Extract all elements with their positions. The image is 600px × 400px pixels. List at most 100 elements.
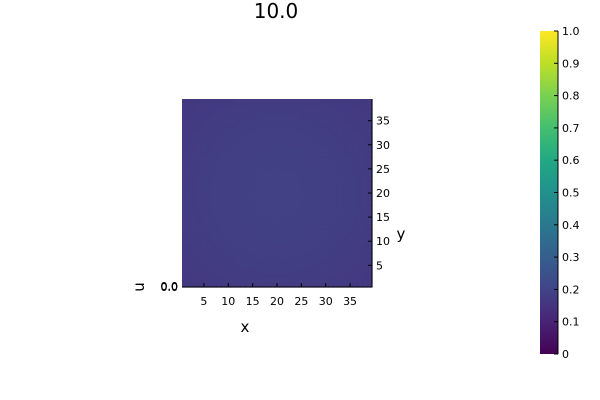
heatmap-cell — [289, 262, 295, 269]
heatmap-cell — [245, 185, 251, 192]
heatmap-cell — [259, 195, 266, 201]
heatmap-cell — [284, 258, 290, 264]
heatmap-cell — [279, 190, 285, 197]
heatmap-cell — [357, 171, 363, 177]
heatmap-cell — [342, 253, 349, 259]
heatmap-cell — [196, 277, 203, 283]
heatmap-cell — [298, 103, 305, 110]
heatmap-cell — [284, 108, 290, 115]
heatmap-cell — [289, 233, 295, 240]
heatmap-cell — [264, 233, 271, 240]
heatmap-cell — [191, 248, 198, 254]
heatmap-cell — [235, 137, 242, 143]
heatmap-cell — [337, 272, 344, 278]
heatmap-cell — [245, 161, 251, 168]
heatmap-cell — [298, 219, 305, 225]
heatmap-cell — [201, 214, 207, 221]
heatmap-cell — [211, 277, 217, 283]
heatmap-cell — [279, 176, 285, 182]
heatmap-cell — [367, 108, 373, 115]
heatmap-cell — [230, 258, 237, 264]
heatmap-cell — [294, 219, 300, 225]
heatmap-cell — [333, 205, 339, 211]
heatmap-cell — [191, 205, 198, 211]
heatmap-cell — [220, 262, 227, 269]
heatmap-cell — [308, 229, 315, 235]
x-tick-label: 5 — [200, 295, 207, 308]
heatmap-cell — [303, 253, 310, 259]
heatmap-cell — [308, 137, 315, 143]
heatmap-cell — [367, 161, 373, 168]
heatmap-cell — [220, 229, 227, 235]
heatmap-cell — [313, 147, 320, 153]
heatmap-cell — [216, 161, 222, 168]
heatmap-cell — [245, 171, 251, 177]
heatmap-cell — [342, 205, 349, 211]
heatmap-cell — [264, 147, 271, 153]
heatmap-cell — [328, 152, 334, 158]
heatmap-cell — [279, 113, 285, 119]
heatmap-cell — [259, 277, 266, 283]
heatmap-cell — [201, 137, 207, 143]
heatmap-cell — [313, 267, 320, 274]
heatmap-cell — [357, 253, 363, 259]
heatmap-cell — [298, 277, 305, 283]
heatmap-cell — [289, 123, 295, 129]
heatmap-cell — [289, 238, 295, 245]
heatmap-cell — [220, 171, 227, 177]
heatmap-cell — [182, 272, 188, 278]
heatmap-cell — [225, 258, 232, 264]
heatmap-cell — [206, 123, 212, 129]
heatmap-cell — [186, 171, 193, 177]
heatmap-cell — [323, 132, 329, 139]
heatmap-cell — [357, 190, 363, 197]
heatmap-cell — [206, 108, 212, 115]
heatmap-cell — [201, 185, 207, 192]
heatmap-cell — [245, 209, 251, 216]
heatmap-cell — [342, 156, 349, 163]
heatmap-cell — [318, 156, 324, 163]
heatmap-cell — [245, 132, 251, 139]
heatmap-cell — [323, 205, 329, 211]
heatmap-cell — [294, 127, 300, 134]
heatmap-cell — [216, 233, 222, 240]
heatmap-cell — [313, 108, 320, 115]
heatmap-cell — [352, 258, 358, 264]
heatmap-cell — [284, 127, 290, 134]
heatmap-cell — [191, 137, 198, 143]
heatmap-cell — [186, 272, 193, 278]
heatmap-cell — [191, 171, 198, 177]
heatmap-cell — [182, 103, 188, 110]
heatmap-cell — [259, 176, 266, 182]
heatmap-cell — [362, 171, 368, 177]
heatmap-cell — [333, 127, 339, 134]
heatmap-cell — [294, 190, 300, 197]
heatmap-cell — [313, 214, 320, 221]
heatmap-cell — [264, 190, 271, 197]
heatmap-cell — [230, 103, 237, 110]
heatmap-cell — [235, 113, 242, 119]
heatmap-cell — [255, 180, 261, 187]
heatmap-cell — [318, 243, 324, 250]
heatmap-cell — [303, 224, 310, 230]
heatmap-cell — [284, 180, 290, 187]
heatmap-cell — [342, 166, 349, 172]
heatmap-cell — [235, 127, 242, 134]
heatmap-cell — [186, 195, 193, 201]
heatmap-cell — [279, 147, 285, 153]
heatmap-cell — [342, 118, 349, 124]
heatmap-cell — [352, 176, 358, 182]
heatmap-cell — [294, 118, 300, 124]
heatmap-cell — [342, 142, 349, 148]
heatmap-cell — [186, 219, 193, 225]
heatmap-cell — [279, 161, 285, 168]
heatmap-cell — [259, 248, 266, 254]
heatmap-cell — [352, 267, 358, 274]
heatmap-cell — [240, 103, 246, 110]
heatmap-cell — [220, 108, 227, 115]
heatmap-cell — [186, 123, 193, 129]
heatmap-cell — [357, 176, 363, 182]
heatmap-cell — [186, 253, 193, 259]
heatmap-cell — [352, 118, 358, 124]
heatmap-cell — [191, 262, 198, 269]
